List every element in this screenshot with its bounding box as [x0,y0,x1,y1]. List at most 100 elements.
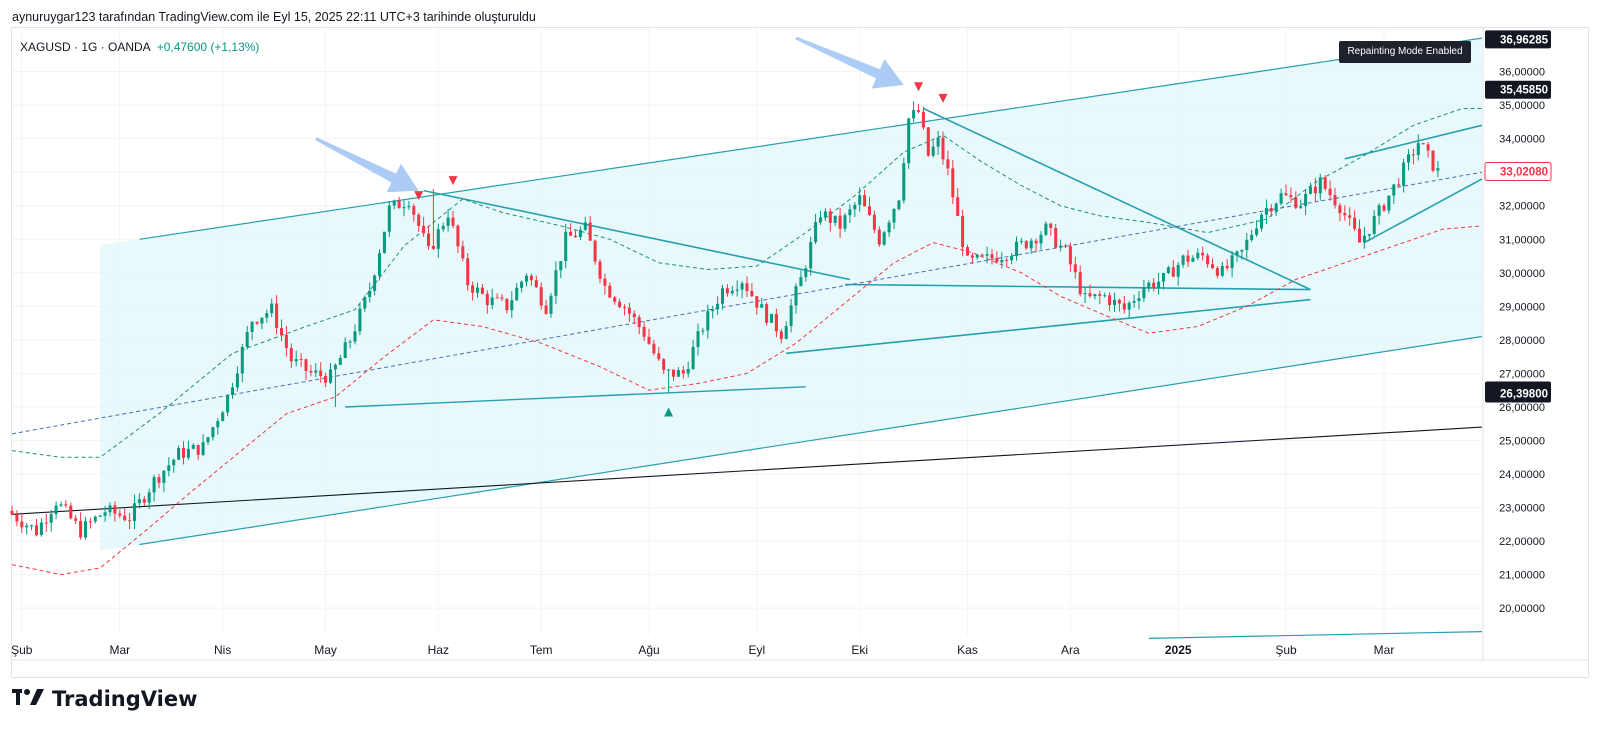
candle-body [1299,206,1303,208]
candle-body [583,222,587,230]
candle-body [520,281,524,288]
candle [1000,252,1004,269]
candle [373,274,377,296]
candle [1157,272,1161,295]
candle-body [348,341,352,343]
candle-body [1132,301,1136,303]
candle [132,494,137,530]
candle [1206,253,1210,268]
candle [1010,252,1014,265]
candle [828,208,832,232]
candle-body [613,297,617,302]
candle [544,299,548,315]
tradingview-brand[interactable]: TradingView [12,686,197,712]
candle-body [471,285,475,293]
price-label-box [1485,30,1551,49]
line-support-2 [786,298,1311,355]
sell-signal-marker [914,82,923,92]
candle [79,512,83,540]
candle-body [480,287,484,294]
candle [1220,261,1224,278]
candle-body [270,303,274,314]
candle [657,346,661,362]
candle [1392,184,1396,204]
candle [495,293,499,299]
candle-body [1201,252,1205,256]
candle [1201,246,1205,261]
candle-body [363,297,367,309]
candle [1406,149,1411,171]
candle [882,230,886,246]
candle [1299,199,1303,209]
candle-body [314,370,318,373]
candle [1235,250,1239,263]
candle [985,246,989,264]
candle-body [1294,197,1298,208]
price-label-box [1484,162,1552,182]
candle [774,308,778,338]
candle-body [598,261,602,279]
symbol-legend[interactable]: XAGUSD · 1G · OANDA +0,47600 (+1,13%) [20,40,259,54]
time-tick-label: Nis [214,643,231,657]
candle [446,208,450,232]
candle-body [941,137,945,160]
candle [902,157,906,204]
candle-body [196,444,200,455]
candle-body [912,110,916,119]
candle [431,188,435,251]
price-tick-label: 27,00000 [1499,368,1545,380]
candle-body [1181,255,1185,265]
candle-body [1024,241,1028,249]
candle [265,309,269,323]
price-chart[interactable]: 36,0000035,0000034,0000033,0000032,00000… [0,0,1600,690]
candle-body [382,231,386,254]
candle [1019,237,1023,245]
candle [417,212,421,232]
candle-body [250,321,254,332]
candle [226,394,230,417]
chart-area[interactable] [11,27,1589,678]
sell-signal-marker [414,191,424,201]
candle-body [181,447,186,458]
candle-body [186,448,190,458]
candle [93,515,97,524]
candle-body [152,477,156,493]
candle [289,343,293,368]
candle [240,343,244,383]
candle-body [324,375,328,383]
candle [809,236,813,276]
candle [128,513,132,530]
candle-body [422,225,426,234]
candle [299,353,303,368]
candle [652,339,656,356]
candle [186,440,190,460]
candle [382,231,386,254]
candle-body [284,334,288,349]
time-tick-label: Tem [530,643,553,657]
candle-body [132,503,137,522]
candle-body [1127,302,1131,310]
candle-body [1122,303,1126,310]
candle [603,273,607,295]
price-change: +0,47600 (+1,13%) [156,40,260,54]
candle [191,443,195,450]
candle [951,160,955,205]
candle [324,372,328,388]
candle-body [1313,186,1317,194]
candle-body [794,286,798,306]
candle-body [1323,177,1327,189]
candle [1274,202,1278,216]
price-tick-label: 25,00000 [1499,435,1545,447]
candle-body [618,301,622,308]
symbol-name[interactable]: XAGUSD · 1G · OANDA [20,40,151,54]
candle-body [1284,193,1288,196]
candle [1397,178,1401,188]
candle [294,350,298,367]
candle [368,282,372,303]
candle-body [887,222,891,233]
candle-body [1308,186,1313,194]
candle-body [338,357,342,365]
price-tick-label: 21,00000 [1499,570,1545,582]
candle-body [1083,293,1087,295]
candle-body [441,225,445,230]
